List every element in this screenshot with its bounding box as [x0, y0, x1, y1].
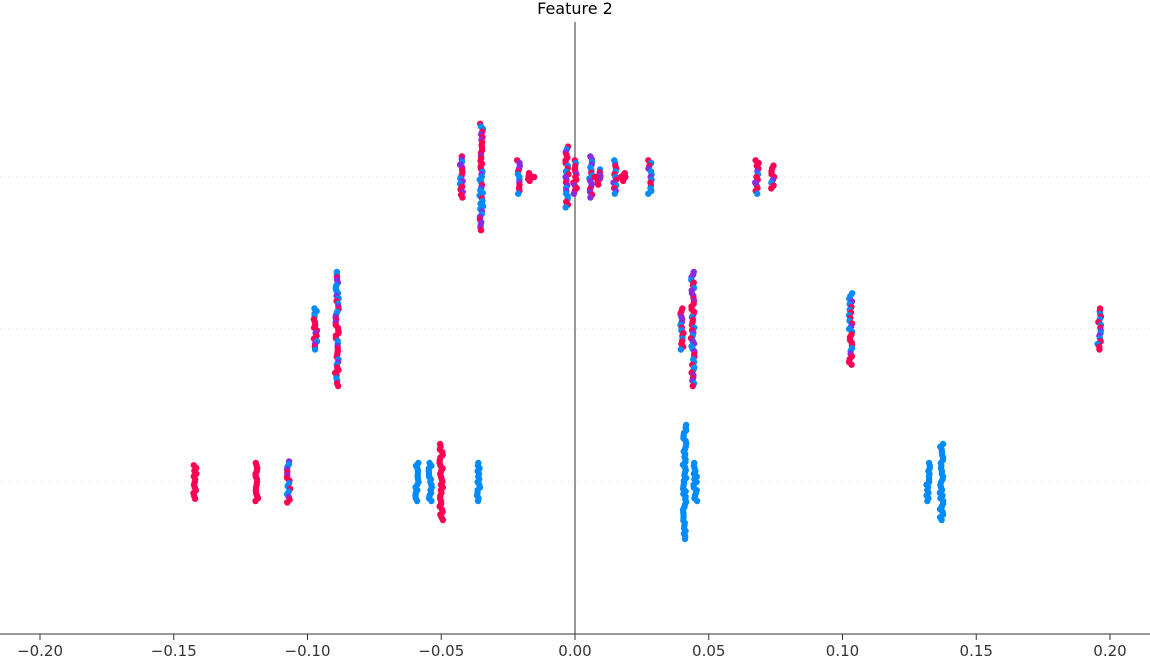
x-tick-label: −0.10: [285, 642, 331, 660]
cluster-row2-3: [412, 459, 422, 505]
point: [413, 497, 421, 505]
cluster-row1-3: [687, 268, 698, 390]
point: [439, 516, 447, 524]
cluster-row0-3: [524, 170, 538, 184]
cluster-row0-6: [586, 153, 596, 201]
cluster-row1-1: [332, 268, 342, 390]
cluster-row1-2: [677, 305, 687, 353]
point: [428, 497, 435, 505]
cluster-row2-8: [690, 459, 701, 505]
point: [754, 190, 761, 197]
row-0-points: [456, 120, 778, 234]
cluster-row0-5: [570, 157, 580, 197]
point: [515, 190, 522, 197]
point: [617, 173, 624, 181]
cluster-row2-2: [283, 458, 294, 506]
cluster-row2-6: [473, 459, 484, 505]
cluster-row2-7: [679, 421, 690, 543]
point: [768, 185, 775, 192]
point: [592, 173, 600, 181]
x-tick-label: 0.15: [960, 642, 993, 660]
cluster-row1-4: [845, 290, 856, 368]
point: [284, 499, 291, 506]
cluster-row0-11: [752, 157, 762, 197]
cluster-row1-0: [310, 305, 321, 353]
cluster-row0-12: [768, 162, 778, 192]
cluster-row2-10: [936, 440, 947, 524]
point: [594, 181, 602, 188]
cluster-row0-7: [591, 166, 604, 188]
point: [474, 497, 482, 505]
cluster-row0-9: [617, 170, 629, 184]
cluster-row2-5: [436, 440, 447, 524]
cluster-row0-8: [610, 157, 620, 197]
row-1-points: [310, 268, 1105, 390]
cluster-row0-1: [476, 120, 487, 234]
point: [689, 382, 696, 390]
point: [924, 497, 931, 505]
point: [645, 190, 652, 197]
point: [848, 361, 855, 368]
point: [938, 516, 945, 524]
cluster-row2-0: [190, 462, 200, 502]
point: [693, 497, 701, 505]
point: [611, 190, 618, 197]
cluster-row2-4: [425, 459, 435, 505]
point: [311, 346, 319, 353]
point: [459, 194, 466, 201]
cluster-row2-9: [923, 459, 933, 505]
x-tick-label: 0.20: [1093, 642, 1126, 660]
cluster-row1-5: [1094, 305, 1105, 353]
cluster-row0-4: [562, 143, 572, 211]
point: [681, 535, 689, 543]
row-2-points: [190, 421, 947, 543]
cluster-row2-1: [252, 459, 262, 505]
chart-title: Feature 2: [537, 0, 613, 18]
cluster-row0-2: [513, 157, 524, 197]
point: [191, 495, 199, 502]
x-tick-label: 0.00: [558, 642, 591, 660]
point: [587, 194, 594, 201]
cluster-row0-0: [456, 153, 466, 201]
point: [677, 346, 685, 353]
x-axis: −0.20 −0.15 −0.10 −0.05 0.00 0.05 0.10 0.15 0.20: [0, 633, 1150, 660]
point: [570, 190, 578, 197]
point: [477, 227, 485, 234]
x-tick-label: −0.20: [17, 642, 63, 660]
point: [252, 497, 259, 505]
point: [1096, 346, 1103, 353]
x-tick-label: −0.15: [151, 642, 197, 660]
point: [334, 382, 342, 390]
cluster-row0-10: [645, 157, 655, 197]
point: [529, 173, 536, 181]
x-tick-label: 0.10: [826, 642, 859, 660]
point: [597, 173, 604, 181]
point: [562, 204, 569, 211]
x-tick-label: 0.05: [692, 642, 725, 660]
scatter-points: [190, 120, 1105, 543]
x-tick-label: −0.05: [418, 642, 464, 660]
